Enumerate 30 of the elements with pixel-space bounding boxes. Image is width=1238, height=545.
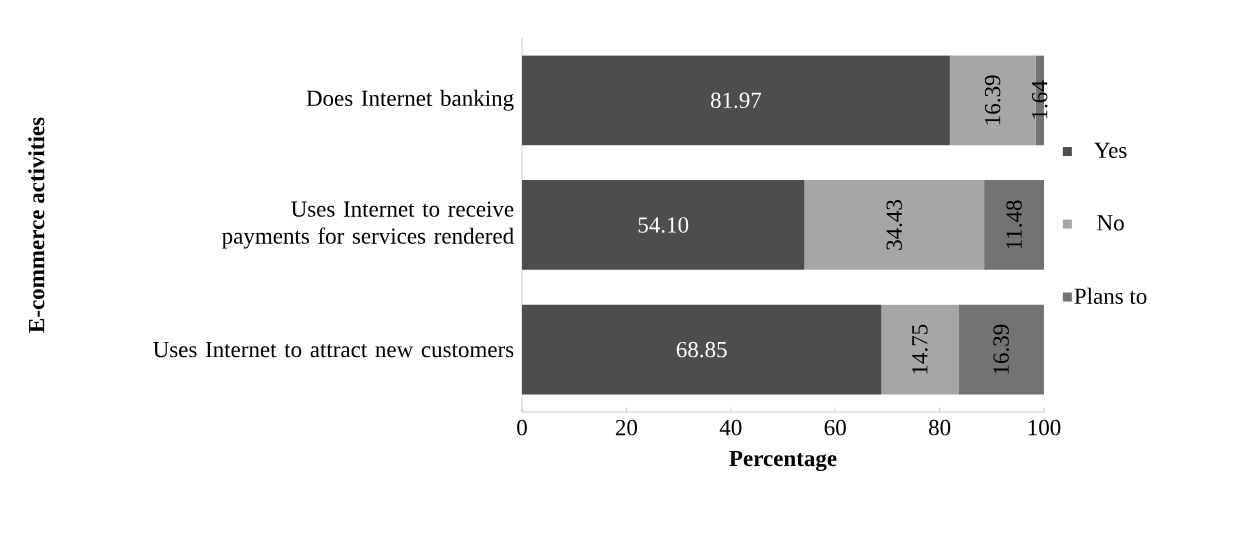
bar (522, 304, 882, 395)
data-label: 34.43 (886, 200, 903, 250)
data-label: 1.64 (1031, 80, 1048, 119)
x-axis-title: Percentage (729, 450, 837, 472)
x-tick-label: 20 (615, 419, 638, 436)
bar (522, 180, 805, 270)
data-label: 16.39 (993, 324, 1009, 374)
legend-label: Yes (1094, 142, 1127, 159)
data-label: 14.75 (912, 324, 928, 374)
legend-label: No (1097, 215, 1124, 231)
y-tick-label: Uses Internet to receive payments for services rendered (222, 201, 514, 249)
data-label: 81.97 (710, 92, 762, 109)
data-label: 54.10 (638, 217, 689, 233)
data-label: 16.39 (984, 75, 1001, 125)
bar (804, 180, 985, 270)
bar (958, 304, 1044, 395)
x-tick-label: 0 (517, 419, 527, 436)
x-tick-label: 60 (824, 419, 846, 436)
x-tick-label: 80 (928, 419, 951, 436)
bar (881, 304, 959, 395)
bar (522, 55, 950, 146)
x-tick-label: 40 (719, 419, 742, 436)
data-label: 11.48 (1006, 200, 1022, 249)
x-tick-label: 100 (1028, 419, 1061, 436)
y-axis-title: E-commerce activities (28, 117, 45, 333)
y-tick-label: Uses Internet to attract new customers (153, 342, 514, 358)
legend-label: Plans to (1074, 287, 1147, 304)
bar (984, 180, 1044, 270)
y-tick-label: Does Internet banking (306, 89, 514, 111)
data-label: 68.85 (676, 341, 727, 358)
